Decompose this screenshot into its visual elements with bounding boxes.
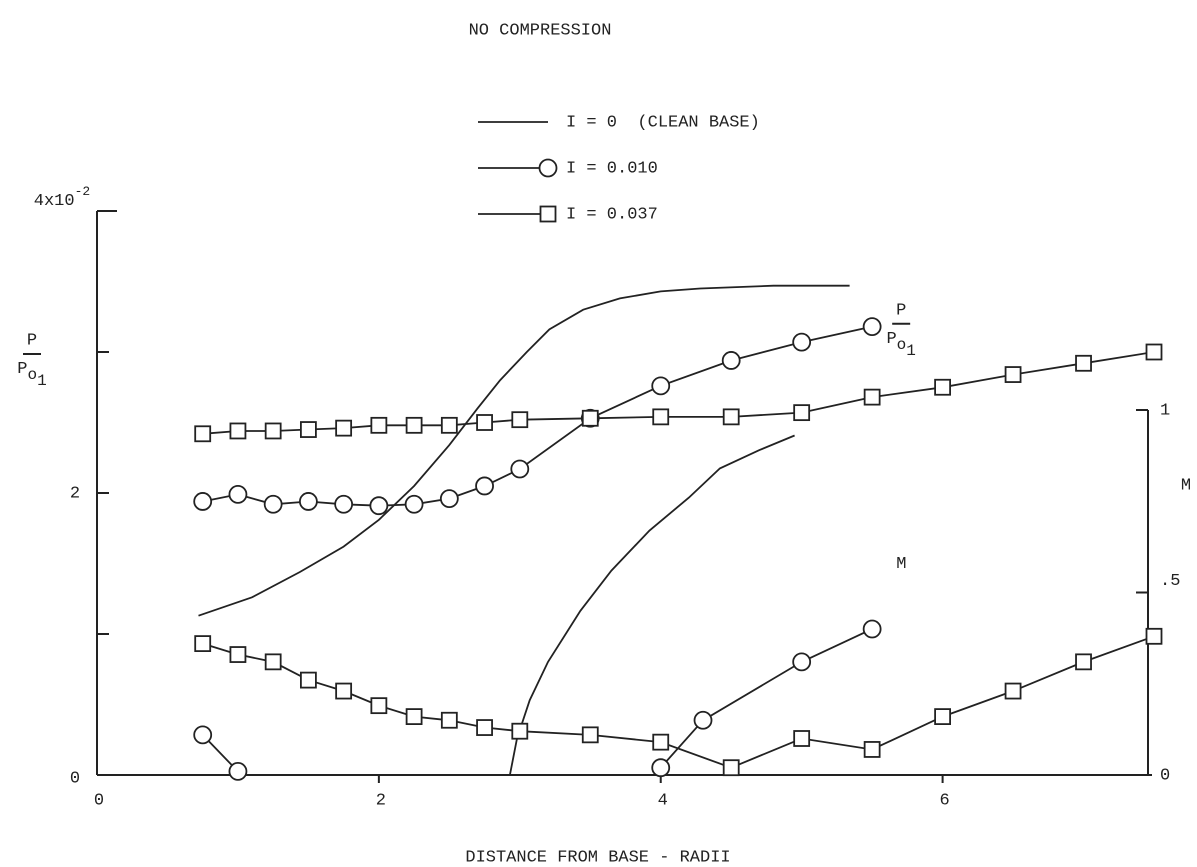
mach-point [193, 725, 213, 745]
pressure-point [405, 416, 423, 434]
pressure-point [934, 378, 951, 396]
pressure-point [264, 422, 282, 440]
y2-tick-label: 1 [1160, 401, 1170, 420]
chart-title: NO COMPRESSION [469, 21, 612, 40]
mach-point [264, 653, 282, 671]
annotation-subscript: o [897, 336, 907, 354]
pressure-point [369, 496, 389, 516]
pressure-point [793, 404, 811, 422]
pressure-point [862, 317, 882, 337]
y2-tick-label: 0 [1160, 766, 1170, 785]
mach-point [793, 730, 811, 747]
legend-marker [539, 205, 557, 223]
mach-point [722, 759, 740, 777]
y-tick-label-exponent: -2 [75, 184, 91, 199]
annotation-denominator: Po1 [886, 330, 915, 360]
mach-point [511, 722, 529, 740]
legend-marker [538, 158, 558, 178]
pressure-point [721, 351, 741, 370]
legend-label: I = 0 (CLEAN BASE) [566, 113, 760, 132]
pressure-point [581, 409, 599, 427]
annotation-letter: P [886, 330, 896, 349]
pressure-line [198, 284, 850, 617]
y2-tick-label: .5 [1160, 572, 1180, 591]
y-tick-label: 0 [70, 769, 80, 788]
mach-point [1004, 682, 1022, 700]
pressure-point [263, 494, 283, 514]
mach-point [229, 646, 247, 663]
mach-point [652, 733, 670, 751]
pressure-point [440, 416, 458, 434]
y-axis-label-numerator: P [27, 331, 37, 350]
mach-point [194, 635, 212, 652]
pressure-point [370, 416, 388, 434]
pressure-point [228, 485, 248, 504]
mach-point [405, 708, 423, 725]
legend-label: I = 0.010 [566, 159, 658, 178]
pressure-point [334, 494, 354, 514]
pressure-point [404, 494, 424, 514]
mach-point [792, 652, 812, 672]
y-axis-label-subsubscript: 1 [37, 372, 47, 390]
mach-line [509, 434, 795, 776]
mach-point [934, 708, 951, 725]
pressure-point [1075, 354, 1092, 372]
mach-line [202, 635, 1155, 769]
x-axis-label: DISTANCE FROM BASE - RADII [465, 848, 730, 867]
pressure-point [651, 376, 671, 396]
mach-point [651, 758, 671, 778]
pressure-point [792, 332, 812, 352]
annotation-numerator: P [896, 301, 906, 320]
y-axis-label-letter: P [17, 360, 27, 379]
mach-point [335, 682, 353, 700]
pressure-point [475, 476, 494, 496]
pressure-point [511, 411, 529, 429]
mach-point [693, 710, 713, 730]
x-tick-label: 4 [658, 791, 668, 810]
pressure-point [652, 408, 670, 426]
y-axis-label-subscript: o [27, 366, 37, 384]
mach-point [863, 741, 881, 758]
mach-point [476, 719, 493, 736]
pressure-point [335, 419, 353, 437]
pressure-point [439, 489, 459, 509]
pressure-point [229, 422, 247, 440]
mach-point [440, 711, 458, 729]
y-axis-label-denominator: Po1 [17, 360, 46, 390]
mach-point [1145, 627, 1163, 645]
x-tick-label: 2 [376, 791, 386, 810]
annotation: M [896, 555, 906, 574]
pressure-point [299, 421, 317, 438]
mach-point [862, 619, 882, 639]
pressure-point [863, 388, 881, 406]
legend-label: I = 0.037 [566, 205, 658, 224]
pressure-point [298, 492, 318, 511]
pressure-point [1145, 343, 1163, 361]
x-tick-label: 6 [939, 791, 949, 810]
y2-axis-label: M [1181, 476, 1191, 495]
y-tick-label: 4x10-2 [34, 184, 90, 211]
mach-point [370, 697, 388, 715]
pressure-point [510, 459, 530, 479]
mach-point [228, 761, 248, 781]
pressure-point [194, 425, 212, 443]
mach-point [299, 671, 317, 689]
x-tick-label: 0 [94, 791, 104, 810]
pressure-point [1004, 366, 1022, 383]
y-tick-label-base: 4x10 [34, 192, 75, 211]
mach-point [1075, 653, 1092, 671]
pressure-point [193, 492, 213, 511]
pressure-line [202, 325, 873, 507]
mach-point [581, 726, 599, 744]
pressure-point [476, 414, 493, 431]
pressure-point [722, 408, 740, 426]
y-tick-label: 2 [70, 484, 80, 503]
annotation-subsubscript: 1 [906, 342, 916, 360]
